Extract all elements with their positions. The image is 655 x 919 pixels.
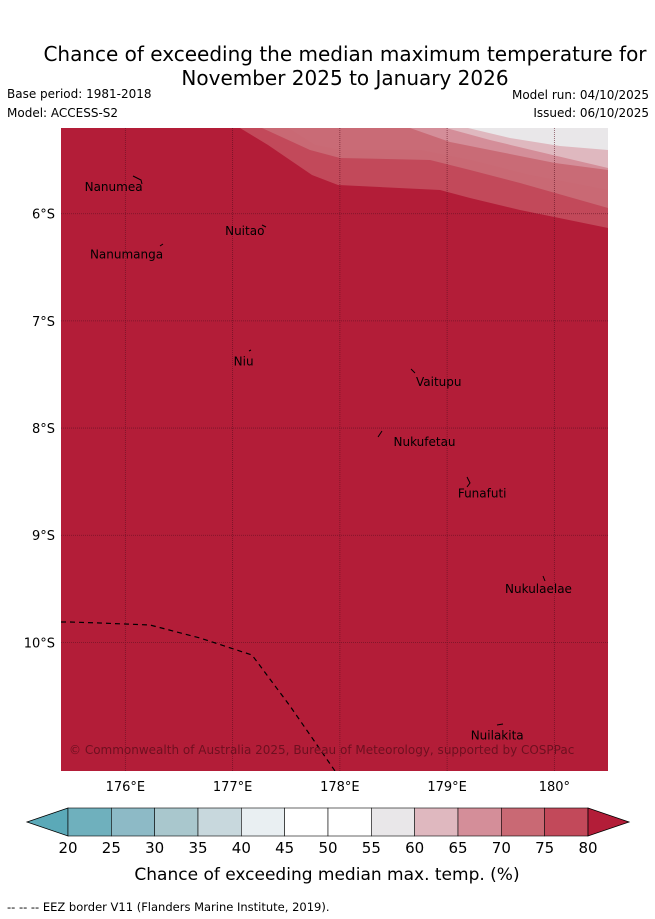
- colorbar-tick-label: 30: [145, 839, 164, 857]
- lat-tick-label: 8°S: [32, 422, 55, 437]
- colorbar-tick-label: 45: [275, 839, 294, 857]
- place-label-funafuti: Funafuti: [458, 486, 507, 500]
- colorbar-label: Chance of exceeding median max. temp. (%…: [134, 865, 519, 885]
- eez-footnote: -- -- -- EEZ border V11 (Flanders Marine…: [7, 900, 330, 914]
- place-label-vaitupu: Vaitupu: [416, 375, 462, 389]
- islands: [132, 175, 546, 726]
- probability-field-80: [61, 128, 608, 771]
- colorbar-segment: [501, 807, 545, 837]
- colorbar-segment: [241, 807, 285, 837]
- model-run-date: Model run: 04/10/2025: [511, 88, 649, 102]
- title-line-2: November 2025 to January 2026: [181, 66, 509, 90]
- lat-tick-label: 9°S: [32, 529, 55, 544]
- colorbar-tick-label: 25: [102, 839, 121, 857]
- island-nukufetau: [377, 430, 383, 438]
- issued-date: Issued: 06/10/2025: [533, 106, 649, 120]
- place-label-nanumea: Nanumea: [85, 180, 143, 194]
- base-period: Base period: 1981-2018: [7, 87, 152, 101]
- colorbar-extend-low: [25, 807, 69, 837]
- colorbar-tick-label: 40: [232, 839, 251, 857]
- colorbar-segment: [371, 807, 415, 837]
- colorbar-segment: [154, 807, 199, 837]
- colorbar-extend-high: [587, 807, 631, 837]
- title-line-1: Chance of exceeding the median maximum t…: [43, 42, 647, 66]
- colorbar-tick-label: 60: [405, 839, 424, 857]
- model-name: Model: ACCESS-S2: [7, 106, 119, 120]
- colorbar-segment: [197, 807, 242, 837]
- colorbar-tick-label: 20: [58, 839, 77, 857]
- place-label-nuitao: Nuitao: [225, 224, 264, 238]
- colorbar-tick-label: 50: [318, 839, 337, 857]
- place-label-nukulaelae: Nukulaelae: [505, 582, 572, 596]
- longitude-labels: 176°E 177°E 178°E 179°E 180°: [106, 780, 570, 795]
- colorbar-segment: [414, 807, 459, 837]
- colorbar-segment: [111, 807, 155, 837]
- lat-tick-label: 10°S: [24, 636, 55, 651]
- place-label-nuilakita: Nuilakita: [471, 729, 524, 743]
- colorbar-tick-label: 65: [448, 839, 467, 857]
- lon-tick-label: 177°E: [213, 780, 253, 795]
- place-label-nanumanga: Nanumanga: [90, 247, 163, 261]
- lat-tick-label: 6°S: [32, 208, 55, 223]
- island-vaitupu: [410, 368, 416, 374]
- colorbar-tick-label: 70: [492, 839, 511, 857]
- place-labels: Nanumea Nuitao Nanumanga Niu Vaitupu Nukufeta…: [85, 180, 572, 743]
- latitude-labels: 6°S 7°S 8°S 9°S 10°S: [24, 208, 55, 652]
- probability-map: Nanumea Nuitao Nanumanga Niu Vaitupu Nukufeta…: [24, 128, 631, 885]
- place-label-nukufetau: Nukufetau: [393, 435, 455, 449]
- colorbar-segment: [544, 807, 589, 837]
- lon-tick-label: 178°E: [320, 780, 360, 795]
- island-nanumanga: [159, 243, 164, 247]
- island-nanumea: [132, 175, 143, 185]
- colorbar-segment: [457, 807, 502, 837]
- colorbar-tick-label: 80: [578, 839, 597, 857]
- island-nuilakita: [496, 723, 504, 726]
- colorbar-ticks: 20 25 30 35 40 45 50 55 60 65 70 75 80: [58, 839, 597, 857]
- lon-tick-label: 179°E: [427, 780, 467, 795]
- lon-tick-label: 176°E: [106, 780, 146, 795]
- colorbar: [25, 807, 631, 837]
- island-niu: [248, 349, 252, 352]
- island-nukulaelae: [542, 575, 546, 582]
- colorbar-tick-label: 75: [535, 839, 554, 857]
- colorbar-tick-label: 35: [188, 839, 207, 857]
- probability-band-55: [468, 128, 608, 150]
- place-label-niu: Niu: [234, 355, 254, 369]
- island-funafuti: [466, 476, 471, 488]
- copyright-text: © Commonwealth of Australia 2025, Bureau…: [69, 743, 574, 757]
- colorbar-segment: [284, 807, 329, 837]
- colorbar-segment: [327, 807, 372, 837]
- lat-tick-label: 7°S: [32, 315, 55, 330]
- lon-tick-label: 180°: [539, 780, 570, 795]
- island-nuitao: [261, 224, 267, 228]
- map-field: Nanumea Nuitao Nanumanga Niu Vaitupu Nukufeta…: [61, 128, 608, 771]
- colorbar-segment: [67, 807, 112, 837]
- colorbar-tick-label: 55: [362, 839, 381, 857]
